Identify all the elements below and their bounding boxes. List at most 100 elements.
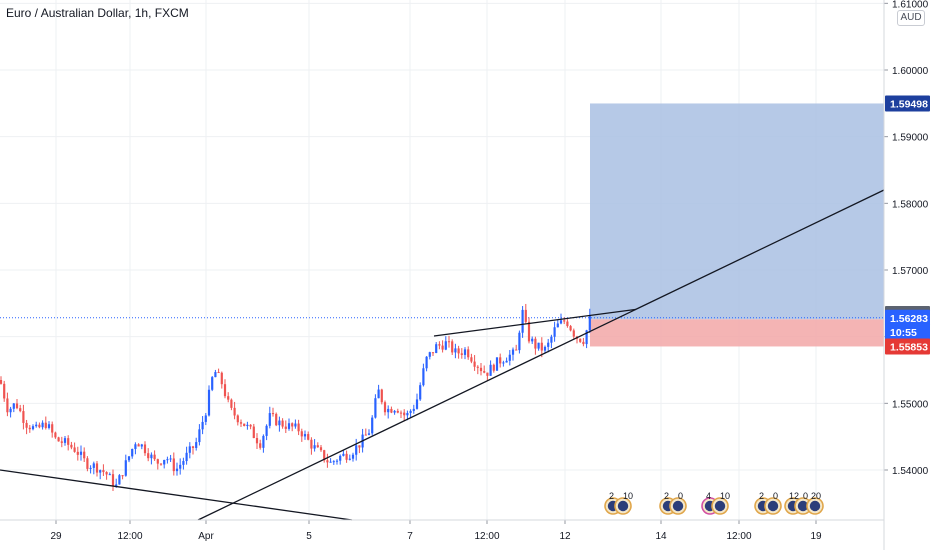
candle <box>572 328 575 340</box>
candle-body <box>387 408 390 413</box>
candle-body <box>243 423 246 427</box>
price-label-current: 1.56283 <box>885 309 930 326</box>
candle-body <box>511 349 515 355</box>
event-marker[interactable]: 2 10 <box>604 491 633 515</box>
candle <box>239 419 243 428</box>
candle <box>489 360 492 376</box>
candle <box>335 459 339 465</box>
price-label-box <box>885 95 930 112</box>
price-label-stop: 1.55853 <box>885 338 930 355</box>
candle-body <box>265 425 268 436</box>
candle <box>540 337 543 358</box>
candle-body <box>332 461 335 463</box>
y-tick-label: 1.57000 <box>892 266 929 277</box>
candle <box>345 450 348 463</box>
candle-body <box>86 458 89 469</box>
event-count: 4 <box>706 491 711 501</box>
target-zone <box>590 103 884 320</box>
candle <box>505 357 508 363</box>
candle <box>476 365 479 375</box>
event-marker[interactable]: 20 <box>806 491 824 515</box>
candle <box>511 347 515 361</box>
candle <box>377 384 380 399</box>
price-label-box <box>885 309 930 326</box>
event-count: 10 <box>623 491 633 501</box>
candle <box>355 438 358 461</box>
candle-body <box>118 475 121 485</box>
candle <box>582 337 585 347</box>
candle-body <box>291 423 294 427</box>
candle <box>41 420 44 430</box>
candle <box>188 442 191 459</box>
candle <box>486 372 489 381</box>
candle <box>492 363 495 373</box>
x-tick-label: 7 <box>407 531 413 542</box>
candle-body <box>57 437 60 442</box>
candle <box>147 448 150 462</box>
candle-body <box>339 455 342 461</box>
candle-body <box>444 341 447 350</box>
candle <box>44 416 47 430</box>
candle <box>233 401 236 420</box>
candle-body <box>457 348 460 354</box>
candle-body <box>316 445 319 448</box>
candle-body <box>179 464 182 469</box>
candle-body <box>521 309 524 333</box>
candle <box>28 424 31 433</box>
candle-body <box>323 450 326 461</box>
candle <box>265 424 268 441</box>
candle-body <box>185 452 188 462</box>
candle <box>76 446 79 461</box>
candle-body <box>540 342 543 351</box>
candle <box>156 458 159 470</box>
candle-body <box>38 424 41 428</box>
candle-body <box>99 470 102 473</box>
candle-body <box>489 364 492 376</box>
candle-body <box>342 453 345 456</box>
candle-body <box>134 444 137 449</box>
candle-body <box>380 389 383 403</box>
price-label-text: 10:55 <box>890 327 917 339</box>
candle <box>364 428 367 436</box>
event-marker[interactable]: 4 10 <box>701 491 730 515</box>
candle <box>326 453 329 468</box>
candle <box>534 336 537 355</box>
event-marker[interactable]: 12 0 <box>784 491 812 515</box>
candle-body <box>9 408 12 413</box>
candle <box>438 341 441 350</box>
candle-body <box>60 441 63 443</box>
x-tick-label: 14 <box>655 531 667 542</box>
candle <box>307 431 310 441</box>
candle <box>479 363 483 376</box>
candle-body <box>188 446 191 453</box>
candle <box>569 324 572 332</box>
candle-body <box>275 413 278 426</box>
candle-body <box>70 444 73 448</box>
candle-body <box>467 349 470 358</box>
candle-body <box>278 420 281 426</box>
currency-badge[interactable]: AUD <box>897 10 925 26</box>
candle-body <box>399 412 403 414</box>
candle <box>278 416 281 432</box>
candle <box>220 371 223 389</box>
candle <box>566 319 569 328</box>
candle-body <box>67 438 70 445</box>
candle <box>140 443 143 450</box>
candle <box>60 436 63 448</box>
candle <box>275 412 278 427</box>
candle <box>419 382 422 401</box>
candle <box>204 412 207 426</box>
chart-title: Euro / Australian Dollar, 1h, FXCM <box>6 6 189 20</box>
candle-body <box>156 459 159 464</box>
candle-body <box>396 410 399 413</box>
candle <box>6 392 9 417</box>
candle <box>131 448 134 459</box>
candle-body <box>531 338 534 342</box>
candle <box>579 338 582 343</box>
candle <box>99 469 102 480</box>
candle <box>281 418 284 429</box>
